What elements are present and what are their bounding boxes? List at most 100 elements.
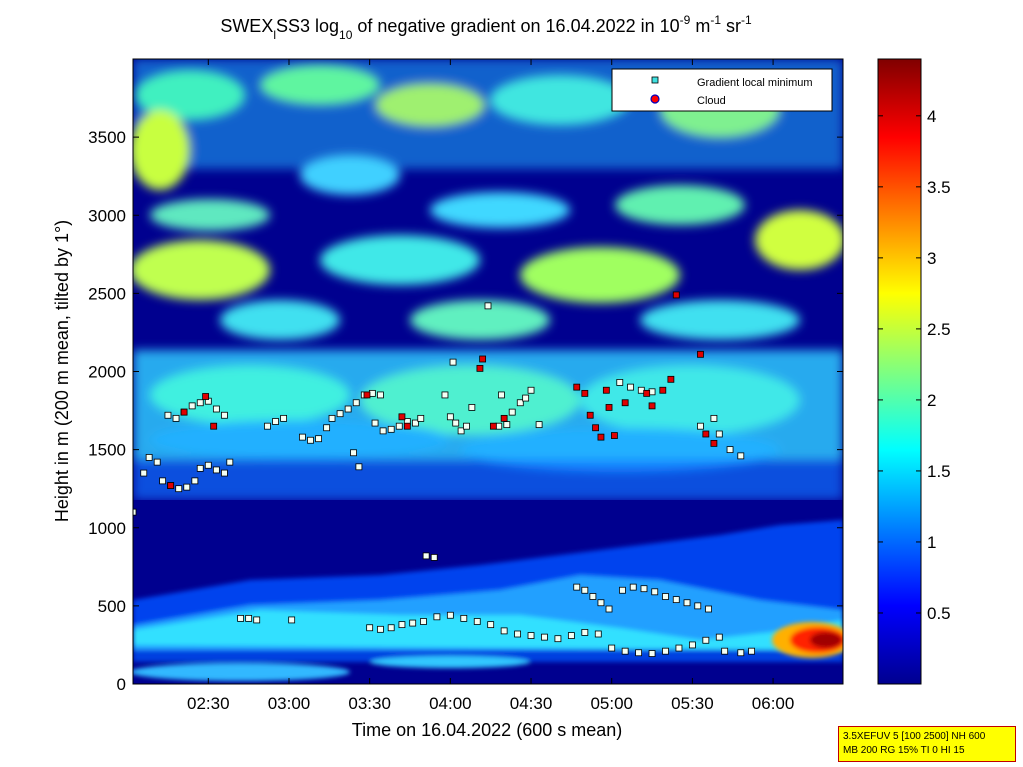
gradient-minimum-point	[748, 647, 755, 655]
gradient-minimum-point	[594, 630, 602, 638]
gradient-minimum-point	[522, 394, 530, 402]
gradient-minimum-point	[498, 391, 505, 399]
colorbar-tick-label: 0.5	[927, 604, 951, 623]
gradient-minimum-point	[737, 649, 745, 657]
chart-title: SWEXlSS3 log10 of negative gradient on 1…	[220, 13, 752, 42]
gradient-minimum-point	[398, 621, 406, 629]
gradient-minimum-point	[452, 419, 460, 427]
x-axis-label: Time on 16.04.2022 (600 s mean)	[352, 720, 623, 740]
gradient-minimum-point	[191, 477, 199, 485]
gradient-minimum-point	[344, 405, 352, 413]
gradient-minimum-point	[573, 583, 581, 591]
colorbar-tick-label: 2	[927, 391, 936, 410]
cloud-point	[697, 350, 704, 358]
cloud-point	[643, 389, 651, 397]
legend-box	[611, 68, 833, 112]
gradient-minimum-point	[145, 454, 153, 461]
gradient-minimum-point	[379, 427, 387, 435]
middle-band	[133, 350, 843, 500]
gradient-minimum-point	[597, 599, 605, 607]
processing-info-box: 3.5XEFUV 5 [100 2500] NH 600 MB 200 RG 1…	[838, 726, 1016, 762]
gradient-minimum-point	[715, 633, 723, 641]
legend-label-minimum: Gradient local minimum	[697, 77, 813, 89]
gradient-minimum-point	[627, 383, 634, 391]
gradient-minimum-point	[140, 469, 148, 477]
gradient-minimum-point	[697, 422, 704, 430]
cloud-point	[667, 375, 675, 383]
y-tick-label: 500	[98, 597, 126, 616]
legend-marker-cloud	[650, 94, 660, 104]
gradient-minimum-point	[581, 629, 589, 636]
legend: Gradient local minimum Cloud	[611, 68, 833, 112]
cloud-point	[581, 389, 589, 397]
x-tick-label: 03:30	[348, 694, 391, 713]
y-tick-label: 2500	[88, 284, 126, 303]
x-tick-label: 02:30	[187, 694, 230, 713]
gradient-minimum-point	[264, 422, 271, 430]
gradient-minimum-point	[288, 616, 296, 624]
gradient-minimum-point	[527, 386, 535, 394]
legend-marker-minimum	[651, 76, 659, 84]
cloud-point	[500, 414, 508, 422]
y-tick-label: 0	[117, 675, 126, 694]
gradient-minimum-point	[221, 411, 228, 419]
gradient-minimum-point	[172, 414, 180, 422]
gradient-minimum-point	[484, 302, 492, 310]
y-tick-label: 3000	[88, 206, 126, 225]
y-tick-label: 2000	[88, 363, 126, 382]
cloud-point	[180, 408, 188, 416]
gradient-minimum-point	[433, 613, 441, 621]
cloud-point	[611, 432, 618, 439]
cloud-point	[489, 422, 497, 430]
cloud-point	[210, 422, 218, 430]
colorbar-tick-label: 4	[927, 107, 936, 126]
cloud-point	[597, 433, 605, 441]
gradient-minimum-point	[487, 621, 495, 629]
gradient-minimum-point	[307, 436, 314, 444]
colorbar-tick-label: 1.5	[927, 462, 951, 481]
gradient-minimum-point	[608, 644, 616, 652]
marker-layer	[133, 291, 755, 657]
y-axis-label: Height in m (200 m mean, tilted by 1°)	[52, 220, 72, 522]
gradient-minimum-point	[212, 405, 220, 413]
gradient-minimum-point	[422, 552, 430, 560]
gradient-minimum-point	[355, 463, 363, 471]
gradient-minimum-point	[420, 618, 427, 625]
gradient-minimum-point	[672, 596, 680, 604]
gradient-minimum-point	[336, 410, 344, 418]
gradient-minimum-point	[616, 379, 624, 386]
gradient-minimum-point	[245, 614, 253, 622]
x-axis: 02:30 03:00 03:30 04:00 04:30 05:00 05:30 06:00	[187, 59, 794, 713]
gradient-minimum-point	[541, 633, 548, 641]
gradient-minimum-point	[315, 435, 322, 443]
lower-band	[133, 520, 843, 681]
gradient-minimum-point	[409, 619, 417, 627]
gradient-minimum-point	[715, 430, 723, 438]
gradient-minimum-point	[705, 605, 712, 613]
gradient-minimum-point	[662, 593, 669, 600]
cloud-point	[479, 355, 487, 363]
cloud-point	[592, 424, 599, 432]
gradient-minimum-point	[299, 433, 306, 441]
gradient-minimum-point	[457, 427, 465, 435]
gradient-minimum-point	[651, 588, 659, 596]
gradient-minimum-point	[619, 586, 626, 594]
gradient-minimum-point	[253, 616, 261, 624]
gradient-minimum-point	[535, 421, 543, 429]
cloud-point	[398, 413, 406, 421]
y-tick-label: 1000	[88, 519, 126, 538]
gradient-minimum-point	[710, 414, 718, 422]
x-tick-label: 06:00	[752, 694, 795, 713]
gradient-minimum-point	[449, 358, 457, 366]
gradient-minimum-point	[395, 422, 403, 430]
info-line-1: 3.5XEFUV 5 [100 2500] NH 600	[843, 731, 986, 742]
gradient-minimum-point	[377, 625, 384, 633]
x-tick-label: 05:00	[590, 694, 633, 713]
cloud-point	[648, 402, 656, 410]
colorbar-ticks: 0.5 1 1.5 2 2.5 3 3.5 4	[878, 107, 951, 623]
gradient-minimum-point	[635, 649, 643, 657]
gradient-minimum-point	[589, 593, 597, 600]
colorbar-tick-label: 1	[927, 533, 936, 552]
x-tick-label: 04:00	[429, 694, 472, 713]
